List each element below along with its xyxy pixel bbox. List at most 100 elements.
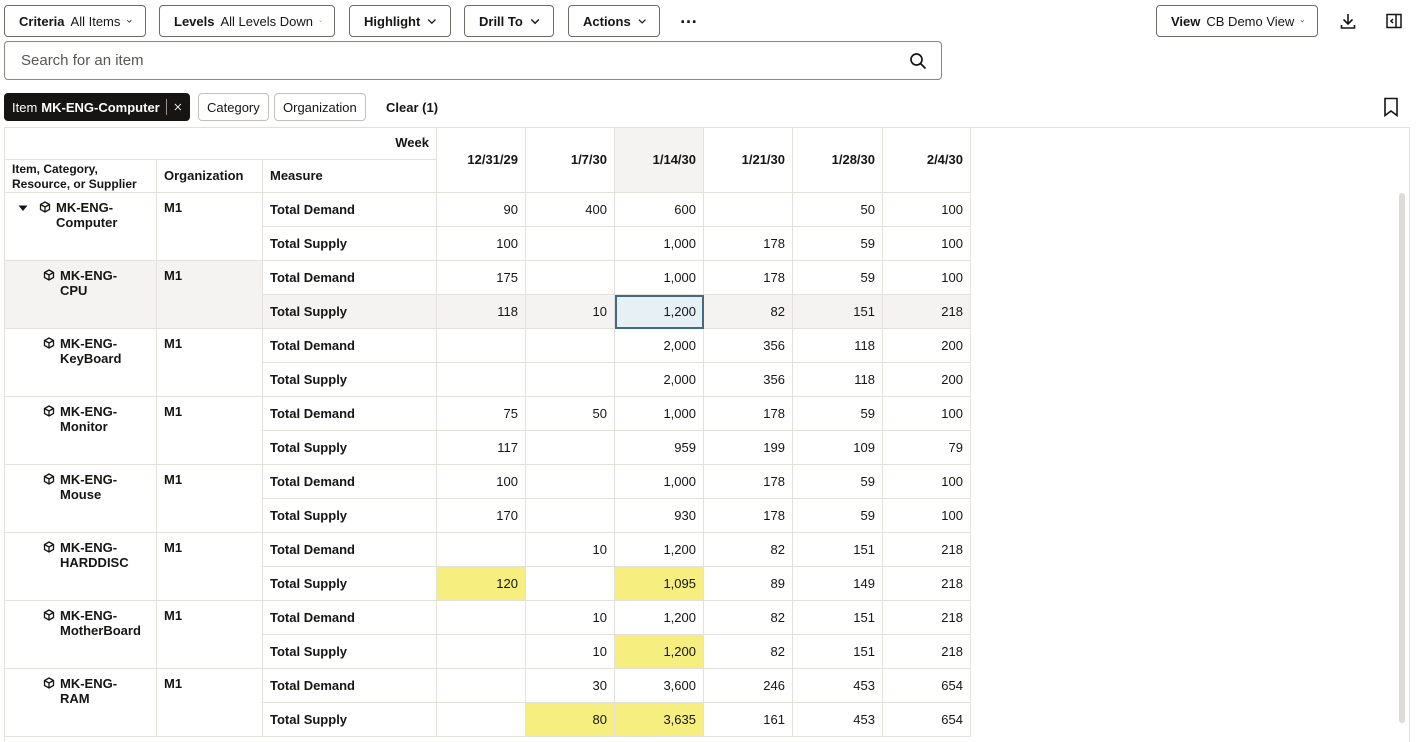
data-cell[interactable]: 1,095	[615, 567, 704, 601]
measure-cell[interactable]: Total Demand	[263, 669, 437, 703]
data-cell[interactable]: 89	[704, 567, 793, 601]
data-cell[interactable]: 10	[526, 601, 615, 635]
data-cell[interactable]: 100	[883, 397, 971, 431]
measure-cell[interactable]: Total Supply	[263, 703, 437, 737]
data-cell[interactable]: 59	[793, 499, 883, 533]
data-cell[interactable]: 59	[793, 227, 883, 261]
data-cell[interactable]: 82	[704, 295, 793, 329]
data-cell[interactable]: 3,600	[615, 669, 704, 703]
data-cell[interactable]: 59	[793, 397, 883, 431]
data-cell[interactable]: 59	[793, 465, 883, 499]
data-cell[interactable]: 82	[704, 635, 793, 669]
data-cell[interactable]: 218	[883, 635, 971, 669]
caret-down-icon[interactable]	[17, 202, 29, 214]
data-cell[interactable]: 453	[793, 669, 883, 703]
data-cell[interactable]: 218	[883, 295, 971, 329]
data-cell[interactable]: 100	[437, 465, 526, 499]
filter-chip-category[interactable]: Category	[198, 93, 269, 121]
data-cell[interactable]: 151	[793, 601, 883, 635]
data-cell[interactable]: 30	[526, 669, 615, 703]
column-header-week[interactable]: 1/14/30	[615, 128, 704, 193]
data-cell[interactable]: 178	[704, 261, 793, 295]
measure-cell[interactable]: Total Supply	[263, 567, 437, 601]
data-cell[interactable]: 151	[793, 533, 883, 567]
data-cell[interactable]: 1,200	[615, 295, 704, 329]
download-button[interactable]	[1334, 7, 1362, 35]
data-cell[interactable]: 59	[793, 261, 883, 295]
filter-chip-organization[interactable]: Organization	[274, 93, 366, 121]
measure-cell[interactable]: Total Demand	[263, 533, 437, 567]
data-cell[interactable]	[526, 261, 615, 295]
panel-toggle-button[interactable]	[1380, 7, 1408, 35]
data-cell[interactable]: 218	[883, 567, 971, 601]
data-cell[interactable]: 1,000	[615, 227, 704, 261]
data-cell[interactable]: 151	[793, 295, 883, 329]
data-cell[interactable]: 600	[615, 193, 704, 227]
data-cell[interactable]: 1,200	[615, 635, 704, 669]
measure-cell[interactable]: Total Demand	[263, 465, 437, 499]
data-cell[interactable]	[526, 431, 615, 465]
data-cell[interactable]: 178	[704, 499, 793, 533]
tree-item-cell[interactable]: MK-ENG-HARDDISC	[5, 533, 157, 601]
data-cell[interactable]: 246	[704, 669, 793, 703]
filter-chip-item[interactable]: Item MK-ENG-Computer	[4, 93, 190, 121]
organization-cell[interactable]: M1	[157, 261, 263, 329]
vertical-scrollbar[interactable]	[1399, 193, 1405, 723]
data-cell[interactable]: 117	[437, 431, 526, 465]
data-cell[interactable]: 1,200	[615, 601, 704, 635]
search-input[interactable]	[19, 51, 909, 70]
data-cell[interactable]: 1,000	[615, 465, 704, 499]
data-cell[interactable]	[437, 635, 526, 669]
data-cell[interactable]: 930	[615, 499, 704, 533]
data-cell[interactable]: 10	[526, 533, 615, 567]
data-cell[interactable]: 1,000	[615, 261, 704, 295]
data-cell[interactable]: 79	[883, 431, 971, 465]
data-cell[interactable]: 218	[883, 601, 971, 635]
data-cell[interactable]: 654	[883, 669, 971, 703]
data-cell[interactable]: 161	[704, 703, 793, 737]
data-cell[interactable]: 356	[704, 329, 793, 363]
data-cell[interactable]: 100	[883, 465, 971, 499]
measure-cell[interactable]: Total Supply	[263, 227, 437, 261]
data-cell[interactable]: 149	[793, 567, 883, 601]
data-cell[interactable]	[437, 601, 526, 635]
data-cell[interactable]: 218	[883, 533, 971, 567]
measure-cell[interactable]: Total Demand	[263, 329, 437, 363]
search-icon[interactable]	[909, 52, 927, 70]
measure-cell[interactable]: Total Supply	[263, 431, 437, 465]
data-cell[interactable]	[437, 533, 526, 567]
data-cell[interactable]: 118	[793, 363, 883, 397]
data-cell[interactable]: 654	[883, 703, 971, 737]
data-cell[interactable]: 2,000	[615, 329, 704, 363]
column-header-week[interactable]: 1/21/30	[704, 128, 793, 193]
data-cell[interactable]	[526, 567, 615, 601]
column-header-week[interactable]: 1/7/30	[526, 128, 615, 193]
data-cell[interactable]: 50	[526, 397, 615, 431]
more-options-button[interactable]: …	[675, 7, 703, 35]
clear-filters-button[interactable]: Clear (1)	[378, 93, 446, 121]
data-cell[interactable]: 2,000	[615, 363, 704, 397]
data-cell[interactable]: 82	[704, 533, 793, 567]
close-icon[interactable]	[174, 100, 182, 114]
tree-item-cell[interactable]: MK-ENG-Computer	[5, 193, 157, 261]
data-cell[interactable]: 178	[704, 397, 793, 431]
organization-cell[interactable]: M1	[157, 329, 263, 397]
data-cell[interactable]: 109	[793, 431, 883, 465]
data-cell[interactable]	[437, 363, 526, 397]
data-cell[interactable]: 200	[883, 363, 971, 397]
data-cell[interactable]: 200	[883, 329, 971, 363]
column-header-organization[interactable]: Organization	[157, 160, 263, 193]
data-cell[interactable]: 10	[526, 295, 615, 329]
data-cell[interactable]: 100	[883, 227, 971, 261]
data-cell[interactable]: 118	[793, 329, 883, 363]
data-cell[interactable]: 151	[793, 635, 883, 669]
drill-to-button[interactable]: Drill To	[464, 5, 554, 37]
data-cell[interactable]: 100	[883, 193, 971, 227]
data-cell[interactable]	[526, 465, 615, 499]
data-cell[interactable]: 10	[526, 635, 615, 669]
data-cell[interactable]: 82	[704, 601, 793, 635]
data-cell[interactable]: 120	[437, 567, 526, 601]
levels-button[interactable]: Levels All Levels Down	[159, 5, 335, 37]
data-cell[interactable]: 1,000	[615, 397, 704, 431]
data-cell[interactable]	[704, 193, 793, 227]
